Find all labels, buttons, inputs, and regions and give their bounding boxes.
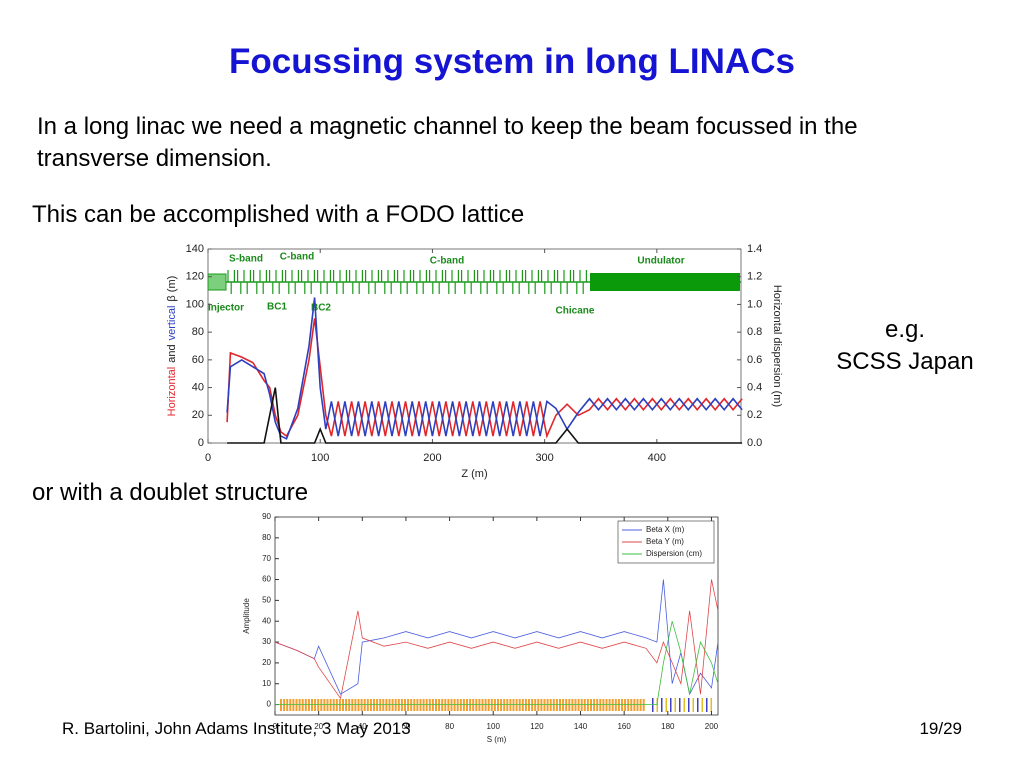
magnet: [683, 698, 685, 712]
y-tick-label: 70: [262, 554, 271, 563]
x-tick-label: 120: [530, 722, 544, 731]
y-tick-label: 0: [198, 437, 204, 449]
x-tick-label: 180: [661, 722, 675, 731]
slide-title: Focussing system in long LINACs: [229, 42, 795, 81]
annotation: Chicane: [556, 306, 595, 317]
y-tick-label: 80: [262, 533, 271, 542]
y-axis-label: Horizontal and vertical β (m): [166, 276, 178, 417]
legend-label: Beta Y (m): [646, 537, 684, 546]
y-tick-label: 40: [192, 381, 204, 393]
x-tick-label: 140: [574, 722, 588, 731]
y-tick-label: 120: [186, 271, 204, 283]
x-tick-label: 0: [205, 452, 211, 464]
annotation: Undulator: [637, 256, 684, 267]
y2-axis-label: Horizontal dispersion (m): [771, 285, 783, 407]
annotation: C-band: [430, 256, 464, 267]
magnet: [697, 698, 699, 712]
x-tick-label: 40: [358, 722, 367, 731]
y2-tick-label: 1.0: [747, 298, 762, 310]
x-tick-label: 300: [535, 452, 553, 464]
y2-tick-label: 0.4: [747, 381, 762, 393]
y2-tick-label: 0.6: [747, 354, 762, 366]
plot-frame: [274, 516, 719, 716]
y-tick-label: 80: [192, 326, 204, 338]
y-tick-label: 40: [262, 616, 271, 625]
legend-label: Dispersion (cm): [646, 549, 702, 558]
injector-block: [207, 273, 227, 291]
y-axis-label: Amplitude: [242, 598, 251, 634]
y2-tick-label: 0.0: [747, 437, 762, 449]
y-tick-label: 60: [262, 575, 271, 584]
y-tick-label: 30: [262, 637, 271, 646]
y-tick-label: 90: [262, 512, 271, 521]
caption: This can be accomplished with a FODO lat…: [32, 201, 525, 228]
y-axis-label-part: β (m): [166, 276, 178, 302]
y2-tick-label: 1.4: [747, 243, 762, 255]
x-tick-label: 80: [445, 722, 454, 731]
x-tick-label: 200: [705, 722, 719, 731]
annotation: BC2: [311, 303, 331, 314]
magnet: [665, 698, 667, 712]
side-note: e.g.: [884, 316, 926, 343]
magnet: [661, 698, 663, 712]
magnet: [674, 698, 676, 712]
y-axis-label-part: vertical: [166, 306, 178, 341]
footer-left: R. Bartolini, John Adams Institute, 3 Ma…: [62, 719, 411, 738]
magnet: [670, 698, 672, 712]
legend-label: Beta X (m): [646, 525, 685, 534]
x-tick-label: 100: [311, 452, 329, 464]
series-line: [226, 318, 743, 439]
y-tick-label: 10: [262, 679, 271, 688]
y-tick-label: 0: [267, 700, 272, 709]
paragraph: In a long linac we need a magnetic chann…: [37, 113, 858, 172]
x-axis-label: S (m): [487, 735, 507, 744]
magnet: [679, 698, 681, 712]
x-tick-label: 200: [423, 452, 441, 464]
y2-tick-label: 0.2: [747, 409, 762, 421]
x-tick-label: 0: [273, 722, 278, 731]
y2-tick-label: 1.2: [747, 271, 762, 283]
y-tick-label: 60: [192, 354, 204, 366]
y-axis-label-part: Horizontal: [166, 367, 178, 417]
side-note: SCSS Japan: [836, 348, 974, 375]
footer-right: 19/29: [919, 719, 962, 738]
lattice-sketch: [207, 270, 741, 294]
y-tick-label: 20: [262, 658, 271, 667]
annotation: S-band: [229, 254, 263, 265]
undulator-block: [590, 273, 740, 291]
x-tick-label: 100: [487, 722, 501, 731]
y-tick-label: 50: [262, 595, 271, 604]
y-tick-label: 140: [186, 243, 204, 255]
magnet: [710, 698, 712, 712]
annotation: Injector: [208, 303, 244, 314]
series-line: [275, 621, 719, 705]
magnet: [656, 698, 658, 712]
y-tick-label: 20: [192, 409, 204, 421]
annotation: C-band: [280, 252, 314, 263]
x-tick-label: 20: [314, 722, 323, 731]
magnet: [701, 698, 703, 712]
series-line: [274, 579, 719, 696]
x-tick-label: 60: [401, 722, 410, 731]
series-line: [227, 387, 743, 444]
y-tick-label: 100: [186, 298, 204, 310]
caption: or with a doublet structure: [32, 479, 309, 506]
y-axis-label-part: and: [166, 344, 178, 362]
y2-tick-label: 0.8: [747, 326, 762, 338]
series-line: [226, 297, 743, 440]
magnet: [706, 698, 708, 712]
annotation: BC1: [267, 302, 287, 313]
x-tick-label: 400: [648, 452, 666, 464]
x-tick-label: 160: [617, 722, 631, 731]
series-line: [274, 579, 719, 700]
x-axis-label: Z (m): [461, 468, 487, 480]
magnet: [688, 698, 690, 712]
magnet: [692, 698, 694, 712]
